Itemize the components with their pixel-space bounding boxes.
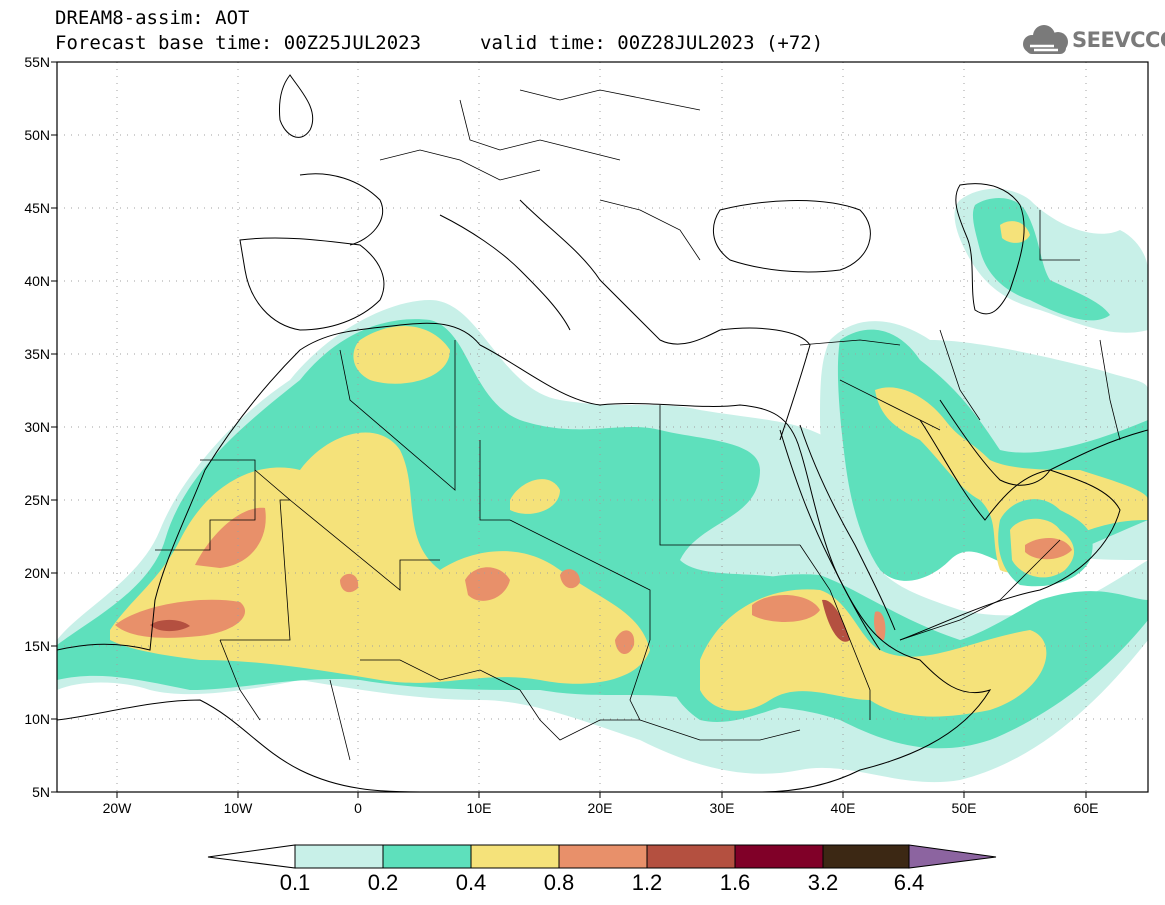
lon-label: 10W xyxy=(223,800,253,816)
border-nigeria-niger xyxy=(360,659,521,691)
black-sea xyxy=(712,200,871,273)
graticule xyxy=(57,62,1148,792)
border-iran-iraq xyxy=(939,329,981,421)
colorbar-label: 0.1 xyxy=(279,870,311,895)
lat-label: 30N xyxy=(24,419,50,435)
border-sudan-ethiopia xyxy=(799,544,871,720)
africa-coastline xyxy=(57,322,992,792)
border-libya-egypt xyxy=(479,440,510,521)
border-libya-chad xyxy=(509,519,651,640)
italy-coastline xyxy=(439,214,571,331)
border-europe-3 xyxy=(519,89,701,111)
border-west-africa-1 xyxy=(219,639,261,721)
lat-label: 20N xyxy=(24,565,50,581)
lat-label: 15N xyxy=(24,638,50,654)
cloud-icon xyxy=(1023,25,1068,54)
lat-label: 50N xyxy=(24,127,50,143)
lon-label: 60E xyxy=(1073,800,1099,816)
caspian-sea xyxy=(955,183,1025,315)
turkey-levant-coastline xyxy=(719,327,811,441)
border-iran-afghanistan xyxy=(1099,339,1121,441)
colorbar xyxy=(207,844,997,869)
aot-plume-east-africa xyxy=(666,574,1120,740)
arabia-coastline xyxy=(899,419,1121,641)
border-europe-1 xyxy=(379,149,541,181)
lat-label: 5N xyxy=(32,784,50,800)
lat-label: 35N xyxy=(24,346,50,362)
lon-label: 10E xyxy=(466,800,492,816)
lat-label: 55N xyxy=(24,54,50,70)
colorbar-box-5 xyxy=(646,844,736,869)
border-egypt-sudan xyxy=(659,405,800,546)
lat-label: 45N xyxy=(24,200,50,216)
border-mali-algeria xyxy=(289,499,440,591)
border-europe-2 xyxy=(459,99,621,161)
map-title: DREAM8-assim: AOT xyxy=(55,7,250,29)
lon-label: 30E xyxy=(709,800,735,816)
colorbar-label: 1.2 xyxy=(631,870,663,895)
border-western-sahara xyxy=(155,459,256,551)
border-cameroon-car xyxy=(519,689,640,741)
red-sea-east xyxy=(799,424,896,631)
west-africa-gulf-coast xyxy=(57,699,421,792)
border-turkey-syria xyxy=(799,339,901,346)
lon-label: 20E xyxy=(587,800,613,816)
colorbar-box-3 xyxy=(470,844,560,869)
lat-label: 25N xyxy=(24,492,50,508)
border-saudi-iraq xyxy=(839,379,941,431)
border-south-sudan xyxy=(639,719,801,741)
lat-label: 40N xyxy=(24,273,50,289)
persian-gulf xyxy=(939,399,1051,486)
colorbar-box-4 xyxy=(558,844,648,869)
lat-label: 10N xyxy=(24,711,50,727)
border-algeria-libya xyxy=(339,340,456,491)
france-coastline xyxy=(299,173,384,246)
lon-label: 40E xyxy=(830,800,856,816)
colorbar-box-1 xyxy=(294,844,384,869)
iran-coastline xyxy=(1049,429,1148,471)
axis-ticks xyxy=(51,61,1087,798)
colorbar-label: 6.4 xyxy=(893,870,925,895)
red-sea-west xyxy=(779,429,881,651)
border-chad-sudan xyxy=(629,639,651,721)
balkans-coastline xyxy=(519,199,721,345)
colorbar-box-7 xyxy=(822,844,910,869)
seevccc-logo: SEEVCCC xyxy=(1072,28,1165,52)
border-kazakhstan xyxy=(1039,210,1080,261)
colorbar-label: 0.8 xyxy=(543,870,575,895)
border-mauritania-mali xyxy=(220,469,292,641)
aot-plume-arabia xyxy=(820,188,1148,587)
border-west-africa-2 xyxy=(329,679,351,761)
country-borders xyxy=(155,89,1121,761)
coastlines xyxy=(57,74,1148,792)
colorbar-label: 0.4 xyxy=(455,870,487,895)
iberia-coastline xyxy=(239,237,385,331)
lon-label: 20W xyxy=(102,800,132,816)
valid-time: valid time: 00Z28JUL2023 (+72) xyxy=(480,32,824,54)
colorbar-low-end xyxy=(207,844,296,869)
colorbar-label: 3.2 xyxy=(807,870,839,895)
lon-label: 0 xyxy=(354,800,362,816)
border-saudi-yemen xyxy=(899,599,1001,641)
lon-label: 50E xyxy=(951,800,977,816)
forecast-base-time: Forecast base time: 00Z25JUL2023 xyxy=(55,32,422,54)
colorbar-box-2 xyxy=(382,844,472,869)
colorbar-box-6 xyxy=(734,844,824,869)
border-oman xyxy=(999,539,1061,601)
colorbar-label: 1.6 xyxy=(719,870,751,895)
colorbar-label: 0.2 xyxy=(367,870,399,895)
british-isles xyxy=(279,74,314,138)
colorbar-high-end xyxy=(908,844,997,869)
border-europe-4 xyxy=(599,199,701,261)
